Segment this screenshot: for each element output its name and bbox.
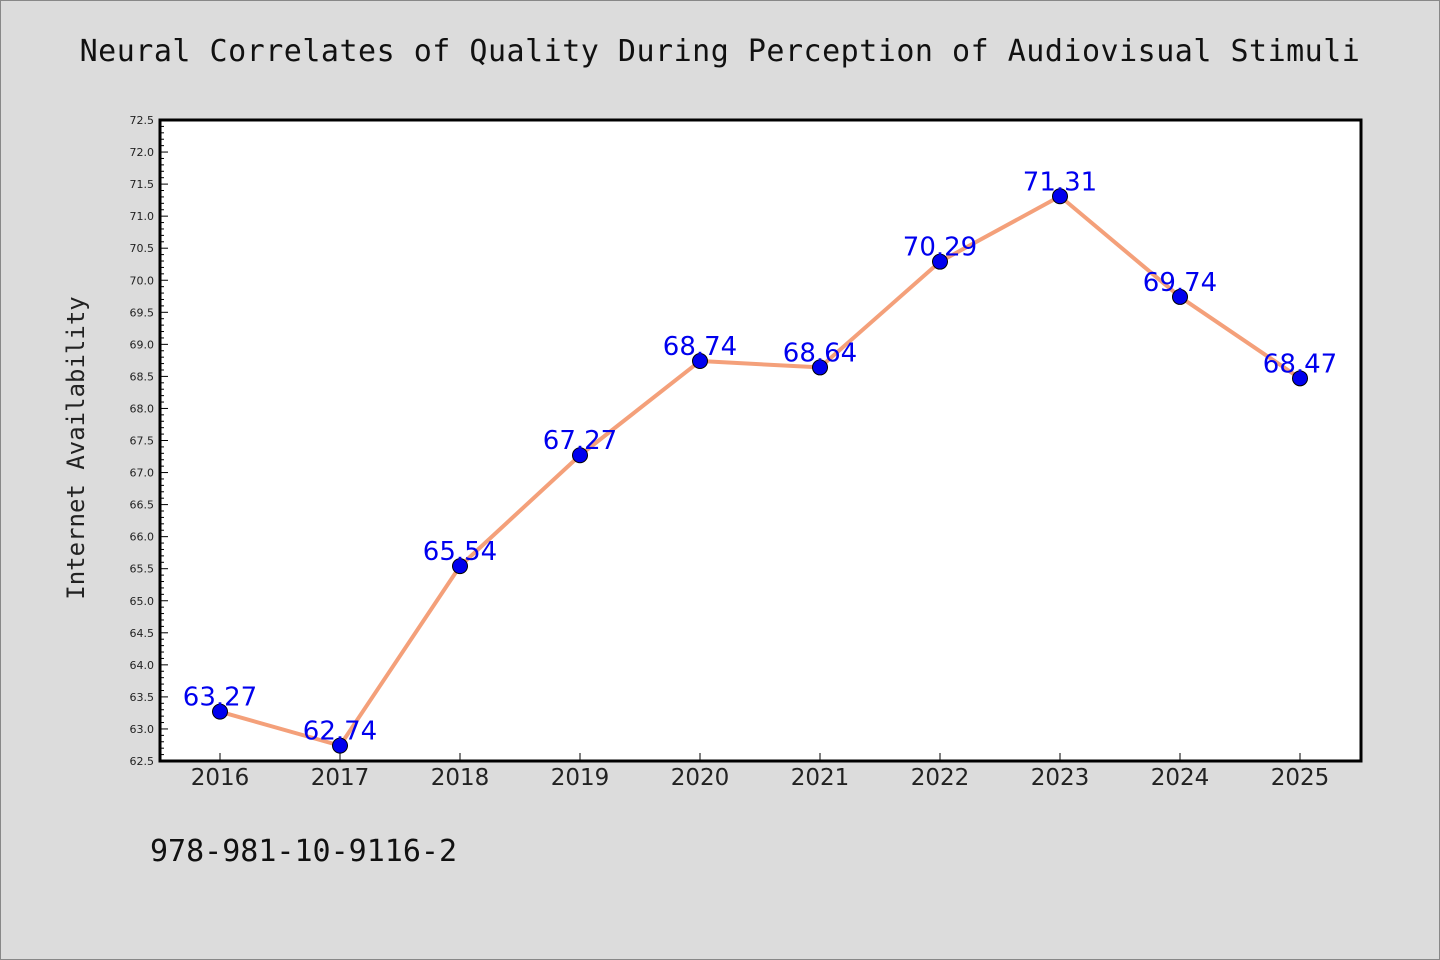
data-label: 71.31	[1023, 167, 1097, 197]
y-tick-label: 72.5	[130, 114, 155, 127]
data-point	[332, 737, 348, 754]
data-point	[452, 558, 468, 575]
data-point	[1052, 188, 1068, 205]
series-line	[218, 194, 1302, 748]
chart-title: Neural Correlates of Quality During Perc…	[79, 34, 1361, 69]
x-tick-label: 2025	[1271, 765, 1330, 791]
y-tick-label: 62.5	[130, 755, 155, 768]
x-tick-label: 2019	[551, 765, 610, 791]
y-tick-label: 65.0	[130, 595, 155, 608]
y-tick-label: 71.0	[130, 210, 155, 223]
data-point	[1292, 370, 1308, 387]
data-point	[932, 253, 948, 270]
y-tick-label: 66.0	[130, 531, 155, 544]
data-label: 70.29	[903, 233, 977, 263]
x-axis-ticks: 2016 2017 2018 2019 2020 2021 2022 2023 2024 2025	[191, 753, 1330, 791]
x-tick-label: 2024	[1151, 765, 1210, 791]
x-tick-label: 2018	[431, 765, 490, 791]
data-point	[212, 703, 228, 720]
data-label: 68.47	[1263, 349, 1337, 379]
footer-code: 978-981-10-9116-2	[150, 834, 458, 869]
y-tick-label: 63.5	[130, 691, 155, 704]
y-tick-label: 63.0	[130, 723, 155, 736]
y-tick-label: 64.0	[130, 659, 155, 672]
y-tick-label: 64.5	[130, 627, 155, 640]
plot-area	[160, 120, 1361, 761]
x-tick-label: 2020	[671, 765, 730, 791]
data-label: 65.54	[423, 537, 497, 567]
y-tick-label: 68.5	[130, 370, 155, 383]
x-tick-label: 2022	[911, 765, 970, 791]
x-tick-label: 2016	[191, 765, 250, 791]
y-tick-label: 69.0	[130, 338, 155, 351]
x-tick-label: 2017	[311, 765, 370, 791]
y-tick-label: 67.0	[130, 467, 155, 480]
y-tick-label: 66.5	[130, 499, 155, 512]
data-label: 62.74	[303, 717, 377, 747]
y-tick-label: 71.5	[130, 178, 155, 191]
data-label: 63.27	[183, 683, 257, 713]
y-tick-label: 68.0	[130, 402, 155, 415]
y-axis-ticks: 62.5 63.0 63.5 64.0 64.5 65.0 65.5 66.0 66.5 67.0…	[130, 114, 168, 768]
data-label: 68.74	[663, 332, 737, 362]
data-point	[572, 447, 588, 464]
data-point	[1172, 288, 1188, 305]
series-layer: 63.27 62.74 65.54 67.27 68.74 68.64 70.29 71.31…	[183, 167, 1337, 754]
y-tick-label: 70.0	[130, 274, 155, 287]
y-tick-label: 69.5	[130, 306, 155, 319]
data-label: 67.27	[543, 426, 617, 456]
plot-frame	[158, 118, 1363, 763]
data-point	[692, 353, 708, 370]
y-tick-label: 67.5	[130, 435, 155, 448]
data-label: 68.64	[783, 338, 857, 368]
data-label: 69.74	[1143, 268, 1217, 298]
y-tick-label: 72.0	[130, 146, 155, 159]
x-tick-label: 2021	[791, 765, 850, 791]
data-point	[812, 359, 828, 376]
y-tick-label: 70.5	[130, 242, 155, 255]
y-tick-label: 65.5	[130, 563, 155, 576]
x-tick-label: 2023	[1031, 765, 1090, 791]
